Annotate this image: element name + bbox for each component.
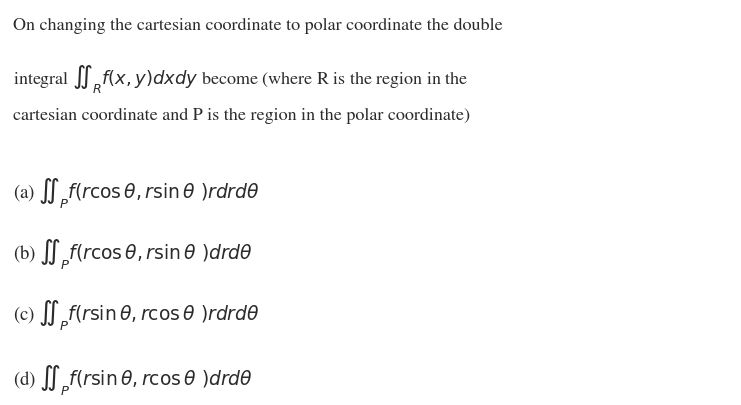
Text: (c) $\iint_P f(r\sin\theta ,r\cos\theta\ )rdrd\theta$: (c) $\iint_P f(r\sin\theta ,r\cos\theta\… — [13, 298, 260, 332]
Text: (b) $\iint_P f(r\cos\theta ,r\sin\theta\ )drd\theta$: (b) $\iint_P f(r\cos\theta ,r\sin\theta\… — [13, 237, 253, 271]
Text: integral $\iint_R f(x,y)dxdy$ become (where R is the region in the: integral $\iint_R f(x,y)dxdy$ become (wh… — [13, 63, 468, 95]
Text: (d) $\iint_P f(r\sin\theta ,r\cos\theta\ )drd\theta$: (d) $\iint_P f(r\sin\theta ,r\cos\theta\… — [13, 362, 253, 397]
Text: (a) $\iint_P f(r\cos\theta ,r\sin\theta\ )rdrd\theta$: (a) $\iint_P f(r\cos\theta ,r\sin\theta\… — [13, 176, 260, 211]
Text: cartesian coordinate and P is the region in the polar coordinate): cartesian coordinate and P is the region… — [13, 107, 471, 123]
Text: On changing the cartesian coordinate to polar coordinate the double: On changing the cartesian coordinate to … — [13, 18, 503, 34]
